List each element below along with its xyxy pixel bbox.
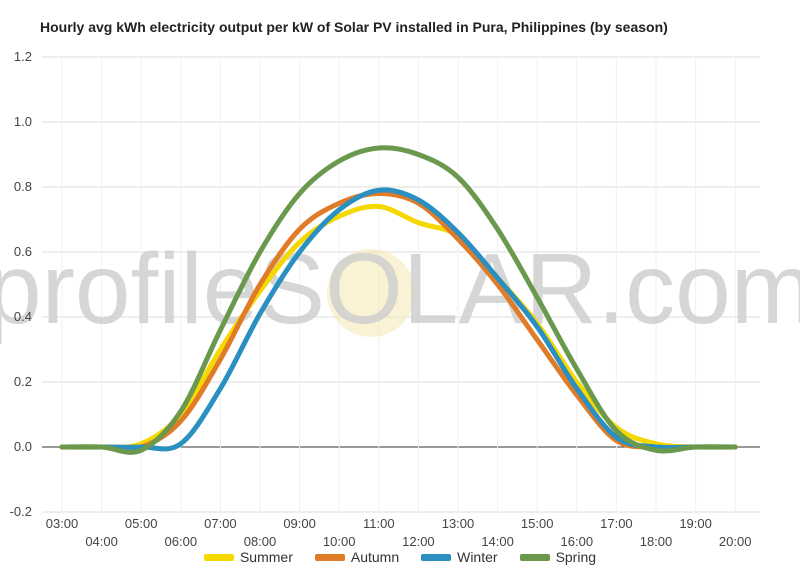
- x-tick-label: 15:00: [521, 516, 554, 531]
- x-tick-label: 14:00: [481, 534, 514, 548]
- chart-title: Hourly avg kWh electricity output per kW…: [40, 19, 668, 35]
- x-tick-label: 09:00: [283, 516, 316, 531]
- legend: Summer Autumn Winter Spring: [0, 549, 800, 565]
- y-tick-label: 1.2: [14, 49, 32, 64]
- x-tick-label: 06:00: [165, 534, 198, 548]
- x-tick-label: 12:00: [402, 534, 435, 548]
- series-line-spring: [59, 145, 738, 455]
- legend-label: Autumn: [350, 549, 400, 565]
- x-tick-label: 16:00: [561, 534, 594, 548]
- x-axis: 03:00 04:00 05:00 06:00 07:00 08:00 09:00 10:00…: [46, 516, 752, 548]
- legend-label: Spring: [555, 549, 597, 565]
- y-tick-label: -0.2: [10, 504, 32, 519]
- x-tick-label: 07:00: [204, 516, 237, 531]
- y-tick-label: 0.2: [14, 374, 32, 389]
- y-tick-label: 0.6: [14, 244, 32, 259]
- line-chart: profileSOLAR.com 1.2 1.0 0.8 0.6 0.4 0.2 0.0 -0…: [0, 49, 800, 548]
- legend-label: Summer: [239, 549, 293, 565]
- legend-swatch: [519, 553, 550, 561]
- series-line-winter: [59, 187, 738, 452]
- legend-swatch: [314, 553, 345, 561]
- x-tick-label: 10:00: [323, 534, 356, 548]
- x-tick-label: 19:00: [679, 516, 712, 531]
- watermark: profileSOLAR.com: [0, 233, 800, 345]
- series: [59, 145, 738, 455]
- x-tick-label: 20:00: [719, 534, 752, 548]
- y-axis: 1.2 1.0 0.8 0.6 0.4 0.2 0.0 -0.2: [10, 49, 32, 519]
- legend-swatch: [203, 553, 234, 561]
- watermark-text: profileSOLAR.com: [0, 233, 800, 345]
- legend-item-winter: Winter: [421, 549, 498, 565]
- x-tick-label: 08:00: [244, 534, 277, 548]
- x-tick-label: 05:00: [125, 516, 158, 531]
- series-line-autumn: [59, 191, 738, 452]
- legend-item-summer: Summer: [203, 549, 293, 565]
- y-tick-label: 0.0: [14, 439, 32, 454]
- x-tick-label: 13:00: [442, 516, 475, 531]
- x-tick-label: 18:00: [640, 534, 673, 548]
- x-tick-label: 11:00: [363, 516, 395, 531]
- y-tick-label: 0.8: [14, 179, 32, 194]
- watermark-sun-icon: [327, 249, 415, 337]
- legend-swatch: [421, 553, 452, 561]
- x-tick-label: 04:00: [85, 534, 118, 548]
- y-tick-label: 0.4: [14, 309, 32, 324]
- legend-label: Winter: [457, 549, 498, 565]
- x-tick-label: 17:00: [600, 516, 633, 531]
- legend-item-autumn: Autumn: [314, 549, 400, 565]
- legend-item-spring: Spring: [519, 549, 597, 565]
- x-tick-label: 03:00: [46, 516, 79, 531]
- y-tick-label: 1.0: [14, 114, 32, 129]
